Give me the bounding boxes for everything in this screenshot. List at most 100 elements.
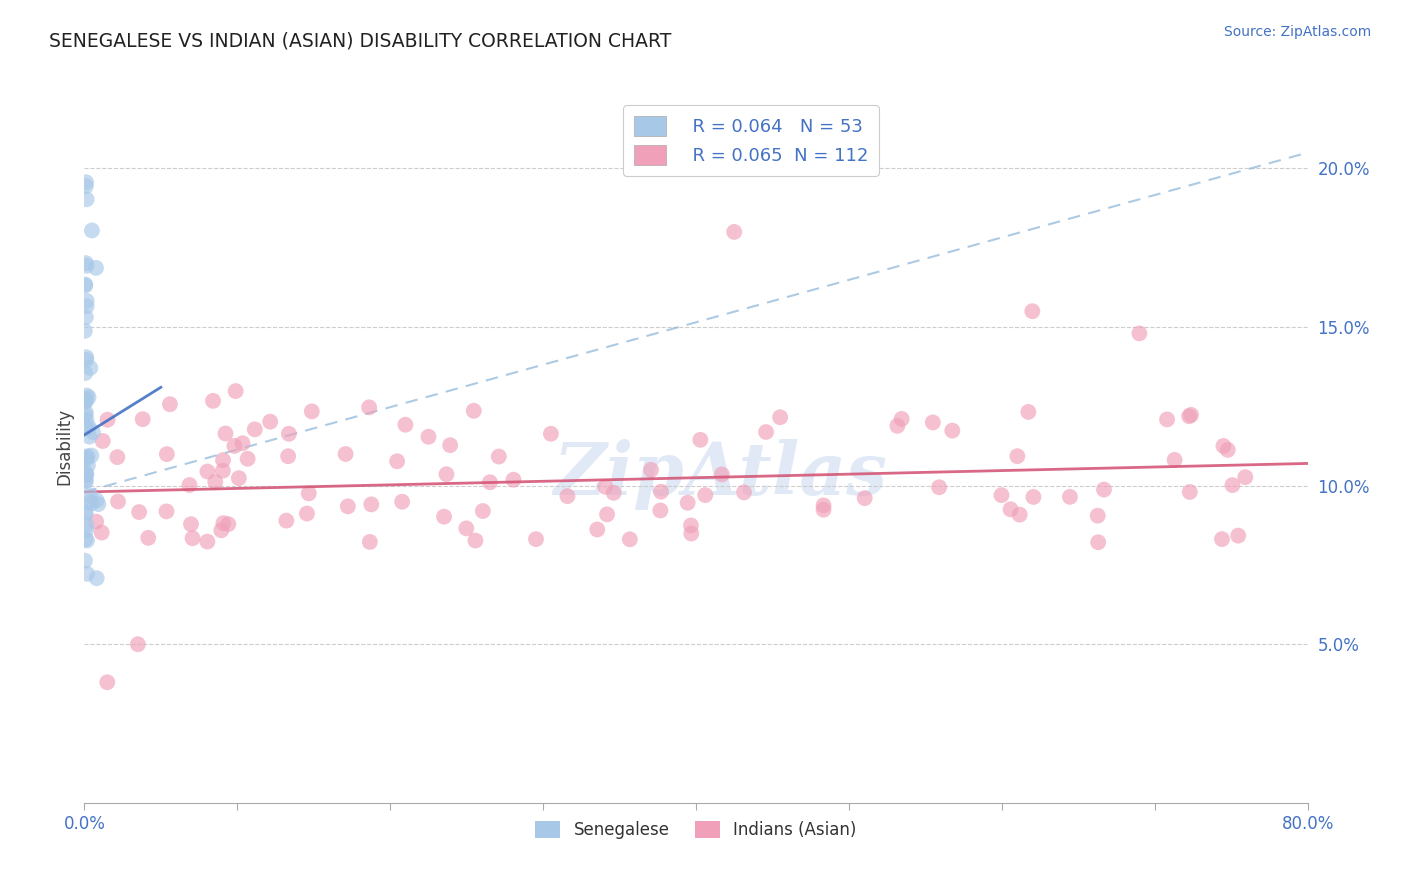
- Point: [73, 554, 96, 568]
- Point: [77, 458, 100, 473]
- Point: [298, 486, 321, 500]
- Point: [155, 504, 177, 518]
- Point: [132, 412, 155, 426]
- Point: [418, 430, 440, 444]
- Point: [96, 675, 118, 690]
- Point: [225, 384, 247, 398]
- Point: [463, 404, 485, 418]
- Point: [212, 516, 235, 530]
- Point: [75, 421, 97, 435]
- Text: Source: ZipAtlas.com: Source: ZipAtlas.com: [1223, 25, 1371, 39]
- Point: [1178, 485, 1201, 500]
- Point: [180, 517, 202, 532]
- Point: [277, 426, 299, 441]
- Point: [502, 473, 524, 487]
- Point: [695, 488, 717, 502]
- Point: [1234, 470, 1257, 484]
- Point: [79, 360, 101, 375]
- Point: [76, 293, 98, 308]
- Text: ZipAtlas: ZipAtlas: [554, 439, 887, 510]
- Point: [202, 393, 225, 408]
- Point: [75, 475, 97, 489]
- Point: [679, 518, 702, 533]
- Point: [75, 467, 97, 482]
- Point: [524, 532, 547, 546]
- Point: [86, 571, 108, 585]
- Point: [75, 179, 97, 194]
- Point: [359, 401, 381, 415]
- Point: [557, 489, 579, 503]
- Point: [813, 499, 835, 513]
- Point: [439, 438, 461, 452]
- Point: [689, 433, 711, 447]
- Point: [76, 299, 98, 313]
- Point: [1156, 412, 1178, 426]
- Point: [82, 425, 104, 439]
- Point: [360, 497, 382, 511]
- Point: [436, 467, 458, 482]
- Point: [84, 260, 107, 275]
- Point: [75, 278, 97, 293]
- Point: [80, 449, 103, 463]
- Point: [650, 484, 672, 499]
- Point: [540, 426, 562, 441]
- Point: [1000, 502, 1022, 516]
- Point: [1212, 439, 1234, 453]
- Point: [77, 420, 100, 434]
- Point: [733, 485, 755, 500]
- Point: [941, 424, 963, 438]
- Point: [214, 426, 236, 441]
- Point: [75, 406, 97, 420]
- Point: [886, 418, 908, 433]
- Point: [1128, 326, 1150, 341]
- Point: [75, 366, 97, 380]
- Point: [488, 450, 510, 464]
- Point: [335, 447, 357, 461]
- Point: [75, 508, 97, 522]
- Point: [276, 514, 298, 528]
- Point: [76, 449, 98, 463]
- Point: [76, 259, 98, 273]
- Point: [1092, 483, 1115, 497]
- Point: [1007, 449, 1029, 463]
- Point: [75, 256, 97, 270]
- Point: [464, 533, 486, 548]
- Point: [75, 413, 97, 427]
- Point: [75, 466, 97, 480]
- Point: [76, 533, 98, 548]
- Point: [75, 533, 97, 547]
- Point: [619, 533, 641, 547]
- Point: [277, 449, 299, 463]
- Point: [1227, 528, 1250, 542]
- Point: [478, 475, 501, 490]
- Point: [212, 453, 235, 467]
- Point: [73, 324, 96, 338]
- Point: [295, 507, 318, 521]
- Point: [105, 450, 128, 464]
- Point: [86, 493, 108, 508]
- Point: [710, 467, 733, 482]
- Point: [1021, 304, 1043, 318]
- Point: [681, 526, 703, 541]
- Point: [75, 350, 97, 364]
- Point: [1017, 405, 1039, 419]
- Point: [204, 475, 226, 489]
- Point: [471, 504, 494, 518]
- Point: [1087, 508, 1109, 523]
- Point: [91, 434, 114, 448]
- Point: [602, 486, 624, 500]
- Point: [755, 425, 778, 439]
- Point: [156, 447, 179, 461]
- Point: [79, 488, 101, 502]
- Point: [75, 352, 97, 367]
- Point: [650, 503, 672, 517]
- Point: [853, 491, 876, 505]
- Point: [928, 480, 950, 494]
- Point: [75, 409, 97, 423]
- Point: [586, 523, 609, 537]
- Text: SENEGALESE VS INDIAN (ASIAN) DISABILITY CORRELATION CHART: SENEGALESE VS INDIAN (ASIAN) DISABILITY …: [49, 31, 672, 50]
- Point: [990, 488, 1012, 502]
- Point: [195, 534, 218, 549]
- Point: [596, 508, 619, 522]
- Point: [75, 523, 97, 537]
